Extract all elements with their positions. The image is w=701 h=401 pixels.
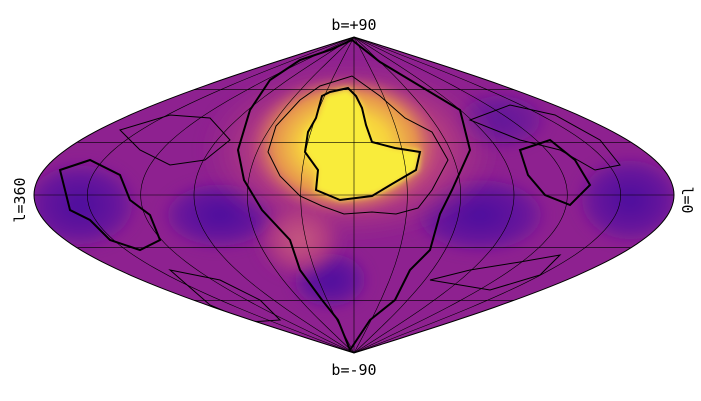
- bright-core: [304, 88, 420, 200]
- se-contour: [429, 254, 562, 291]
- cold-region-east: [575, 155, 674, 245]
- cold-region-west: [34, 160, 140, 250]
- west-contour: [58, 158, 162, 252]
- right-longitude-label: l=0: [678, 186, 696, 213]
- south-pole-label: b=-90: [331, 361, 376, 379]
- left-longitude-label: l=360: [11, 177, 29, 222]
- north-pole-label: b=+90: [331, 16, 376, 34]
- nw-contour: [119, 114, 231, 166]
- graticule-grid: [34, 36, 674, 354]
- outer-contour: [236, 38, 472, 353]
- core-contour: [303, 86, 422, 202]
- ne-contour: [468, 104, 621, 171]
- halo-contour: [267, 75, 449, 215]
- intensity-contours: [58, 38, 621, 353]
- map-outline: [33, 36, 675, 354]
- sw-contour: [168, 269, 282, 323]
- warm-spur: [255, 200, 345, 280]
